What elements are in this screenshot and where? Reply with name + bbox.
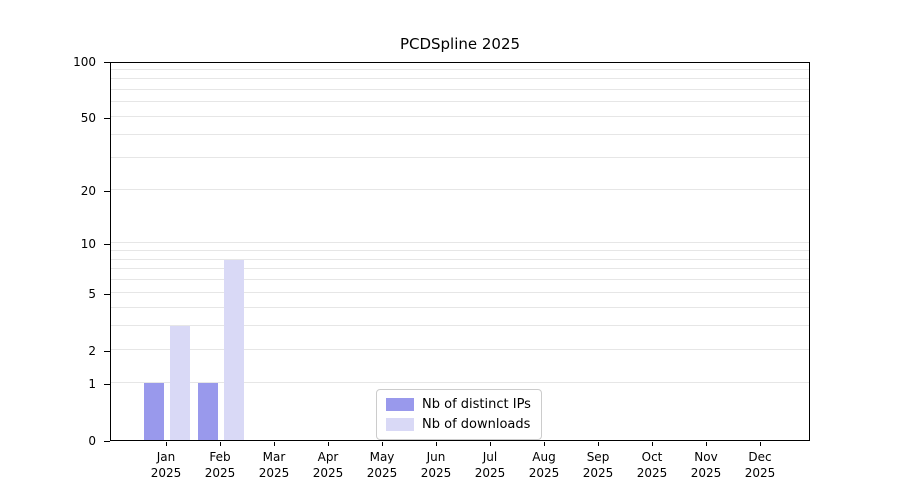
gridline [111,188,809,190]
x-tick-mark [274,442,275,446]
y-tick-label: 10 [80,237,96,252]
y-tick-mark [104,118,110,120]
gridline [111,306,809,308]
x-tick-mark [706,442,707,446]
x-tick-mark [544,442,545,446]
legend: Nb of distinct IPs Nb of downloads [376,389,542,440]
y-tick-label: 50 [80,111,96,126]
chart-title: PCDSpline 2025 [399,35,521,53]
x-tick-label: Feb 2025 [204,450,236,480]
y-tick-label: 1 [88,377,96,392]
legend-item-distinct-ips: Nb of distinct IPs [386,397,531,412]
x-tick-mark [436,442,437,446]
gridline [111,134,809,136]
x-tick-mark [490,442,491,446]
legend-swatch-downloads [386,418,414,431]
y-tick-label: 5 [88,286,96,301]
x-tick-label: Apr 2025 [312,450,344,480]
x-tick-label: Nov 2025 [690,450,722,480]
legend-swatch-distinct-ips [386,398,414,411]
y-tick-label: 0 [88,434,96,448]
y-tick-label: 100 [73,55,96,69]
gridline [111,78,809,80]
bar-distinct-ips-feb [198,383,218,440]
x-tick-mark [382,442,383,446]
y-tick-mark [104,384,110,386]
gridline [111,157,809,158]
gridline [111,249,809,251]
x-tick-mark [598,442,599,446]
x-tick-label: Sep 2025 [582,450,614,480]
y-tick-mark [104,62,110,63]
gridline [111,88,809,90]
y-tick-label: 20 [80,183,96,198]
x-tick-mark [652,442,653,446]
x-tick-mark [220,442,221,446]
plot-area: Nb of distinct IPs Nb of downloads [110,62,810,441]
x-tick-label: Mar 2025 [258,450,290,480]
gridline [111,279,809,281]
gridline [111,382,809,384]
gridline [111,242,809,244]
y-tick-mark [104,350,110,352]
x-tick-mark [760,442,761,446]
legend-item-downloads: Nb of downloads [386,417,531,432]
x-tick-label: Jul 2025 [474,450,506,480]
gridline [111,291,809,293]
x-tick-label: Jun 2025 [420,450,452,480]
x-tick-label: Oct 2025 [636,450,668,480]
y-tick-label: 2 [88,343,96,358]
gridline [111,268,809,270]
y-tick-mark [104,293,110,295]
legend-label-distinct-ips: Nb of distinct IPs [422,397,531,412]
x-tick-label: Jan 2025 [150,450,182,480]
legend-label-downloads: Nb of downloads [422,417,531,432]
y-tick-mark [104,190,110,192]
y-tick-mark [104,244,110,246]
gridline [111,258,809,260]
bar-downloads-feb [224,259,244,440]
x-tick-mark [166,442,167,446]
gridline [111,101,809,103]
x-tick-label: Aug 2025 [528,450,560,480]
y-tick-mark [104,441,110,442]
x-tick-label: May 2025 [366,450,398,480]
x-tick-label: Dec 2025 [744,450,776,480]
gridline [111,116,809,118]
gridline [111,68,809,70]
bar-distinct-ips-jan [144,383,164,440]
x-tick-mark [328,442,329,446]
gridline [111,325,809,327]
gridline [111,348,809,350]
bar-downloads-jan [170,326,190,440]
